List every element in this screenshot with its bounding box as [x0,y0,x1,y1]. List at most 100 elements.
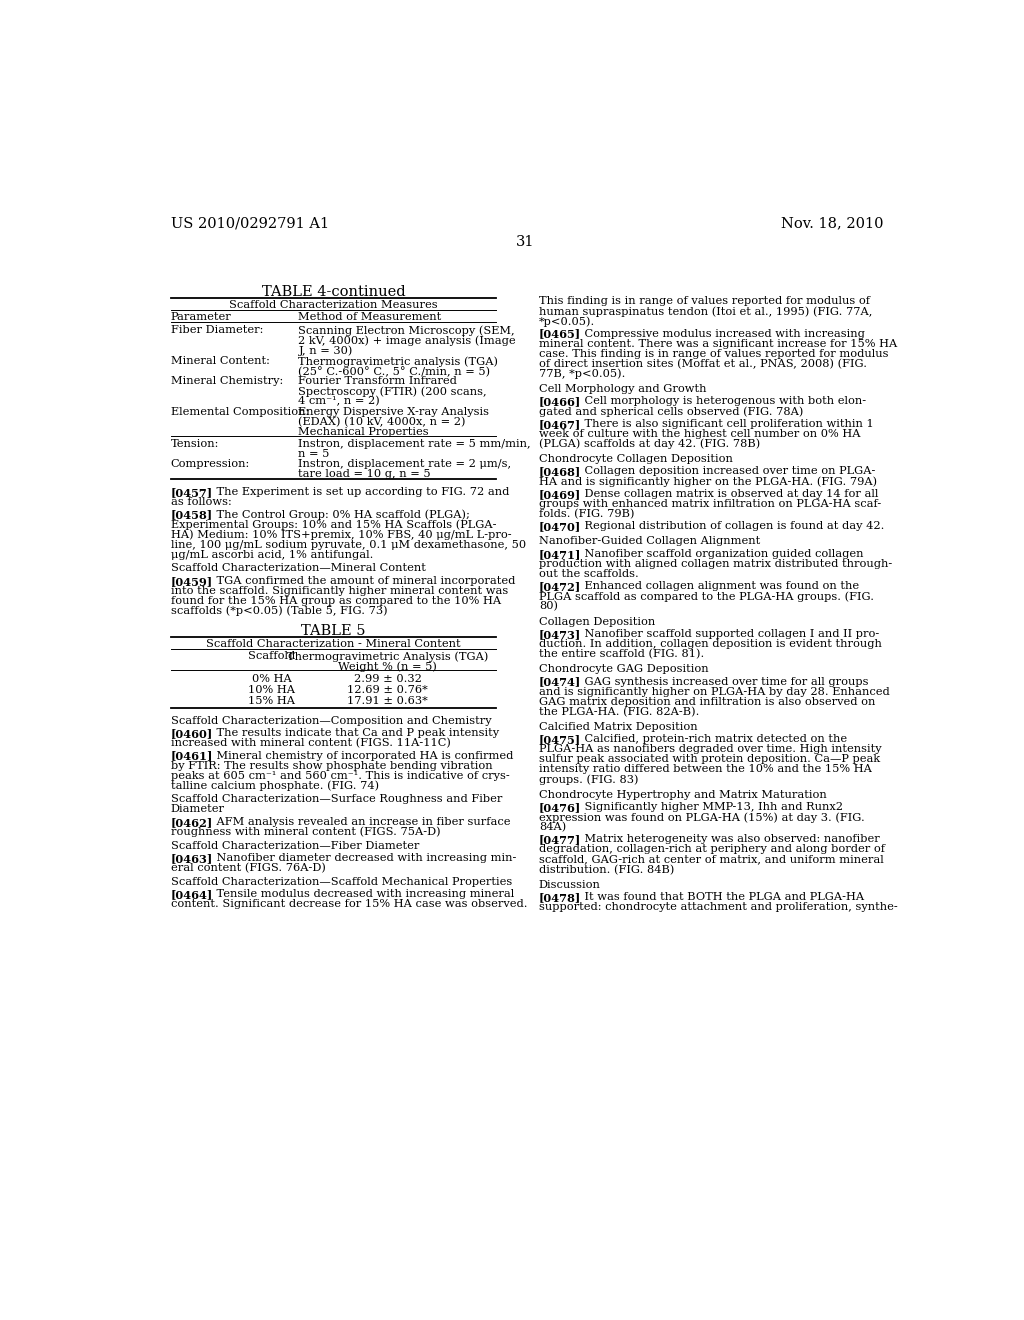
Text: the PLGA-HA. (FIG. 82A-B).: the PLGA-HA. (FIG. 82A-B). [539,706,699,717]
Text: Scaffold Characterization Measures: Scaffold Characterization Measures [229,300,437,310]
Text: TGA confirmed the amount of mineral incorporated: TGA confirmed the amount of mineral inco… [202,576,515,586]
Text: into the scaffold. Significantly higher mineral content was: into the scaffold. Significantly higher … [171,586,508,595]
Text: Parameter: Parameter [171,313,231,322]
Text: Scanning Electron Microscopy (SEM,: Scanning Electron Microscopy (SEM, [299,326,515,337]
Text: Compression:: Compression: [171,459,250,470]
Text: Energy Dispersive X-ray Analysis: Energy Dispersive X-ray Analysis [299,407,489,417]
Text: Scaffold: Scaffold [248,651,295,661]
Text: [0457]: [0457] [171,487,213,498]
Text: The Experiment is set up according to FIG. 72 and: The Experiment is set up according to FI… [202,487,509,498]
Text: [0466]: [0466] [539,396,581,408]
Text: duction. In addition, collagen deposition is evident through: duction. In addition, collagen depositio… [539,639,882,649]
Text: Elemental Composition:: Elemental Composition: [171,407,309,417]
Text: Instron, displacement rate = 2 μm/s,: Instron, displacement rate = 2 μm/s, [299,459,512,470]
Text: Scaffold Characterization—Scaffold Mechanical Properties: Scaffold Characterization—Scaffold Mecha… [171,876,512,887]
Text: talline calcium phosphate. (FIG. 74): talline calcium phosphate. (FIG. 74) [171,780,379,791]
Text: Experimental Groups: 10% and 15% HA Scaffols (PLGA-: Experimental Groups: 10% and 15% HA Scaf… [171,520,496,531]
Text: found for the 15% HA group as compared to the 10% HA: found for the 15% HA group as compared t… [171,595,501,606]
Text: roughness with mineral content (FIGS. 75A-D): roughness with mineral content (FIGS. 75… [171,826,440,837]
Text: Enhanced collagen alignment was found on the: Enhanced collagen alignment was found on… [569,581,859,591]
Text: distribution. (FIG. 84B): distribution. (FIG. 84B) [539,865,674,875]
Text: intensity ratio differed between the 10% and the 15% HA: intensity ratio differed between the 10%… [539,764,871,775]
Text: content. Significant decrease for 15% HA case was observed.: content. Significant decrease for 15% HA… [171,899,527,909]
Text: Tension:: Tension: [171,440,219,449]
Text: Scaffold Characterization—Surface Roughness and Fiber: Scaffold Characterization—Surface Roughn… [171,795,502,804]
Text: Mineral Chemistry:: Mineral Chemistry: [171,376,283,387]
Text: gated and spherical cells observed (FIG. 78A): gated and spherical cells observed (FIG.… [539,407,803,417]
Text: eral content (FIGS. 76A-D): eral content (FIGS. 76A-D) [171,863,326,874]
Text: Tensile modulus decreased with increasing mineral: Tensile modulus decreased with increasin… [202,890,514,899]
Text: [0478]: [0478] [539,892,581,903]
Text: PLGA-HA as nanofibers degraded over time. High intensity: PLGA-HA as nanofibers degraded over time… [539,744,882,754]
Text: supported: chondrocyte attachment and proliferation, synthe-: supported: chondrocyte attachment and pr… [539,903,897,912]
Text: Scaffold Characterization - Mineral Content: Scaffold Characterization - Mineral Cont… [206,639,461,649]
Text: 2 kV, 4000x) + image analysis (Image: 2 kV, 4000x) + image analysis (Image [299,335,516,346]
Text: 77B, *p<0.05).: 77B, *p<0.05). [539,368,625,379]
Text: 17.91 ± 0.63*: 17.91 ± 0.63* [347,696,428,706]
Text: Nanofiber-Guided Collagen Alignment: Nanofiber-Guided Collagen Alignment [539,536,760,546]
Text: line, 100 μg/mL sodium pyruvate, 0.1 μM dexamethasone, 50: line, 100 μg/mL sodium pyruvate, 0.1 μM … [171,540,525,549]
Text: and is significantly higher on PLGA-HA by day 28. Enhanced: and is significantly higher on PLGA-HA b… [539,686,890,697]
Text: Mechanical Properties: Mechanical Properties [299,428,429,437]
Text: 2.99 ± 0.32: 2.99 ± 0.32 [353,675,422,684]
Text: [0469]: [0469] [539,488,581,500]
Text: tare load = 10 g, n = 5: tare load = 10 g, n = 5 [299,470,431,479]
Text: Collagen Deposition: Collagen Deposition [539,616,655,627]
Text: Calcified Matrix Deposition: Calcified Matrix Deposition [539,722,697,733]
Text: TABLE 5: TABLE 5 [301,624,366,639]
Text: TABLE 4-continued: TABLE 4-continued [261,285,406,300]
Text: Chondrocyte Hypertrophy and Matrix Maturation: Chondrocyte Hypertrophy and Matrix Matur… [539,789,826,800]
Text: n = 5: n = 5 [299,449,330,459]
Text: the entire scaffold (FIG. 81).: the entire scaffold (FIG. 81). [539,649,705,659]
Text: [0459]: [0459] [171,576,213,586]
Text: Compressive modulus increased with increasing: Compressive modulus increased with incre… [569,329,864,338]
Text: Matrix heterogeneity was also observed: nanofiber: Matrix heterogeneity was also observed: … [569,834,880,845]
Text: PLGA scaffold as compared to the PLGA-HA groups. (FIG.: PLGA scaffold as compared to the PLGA-HA… [539,591,873,602]
Text: [0464]: [0464] [171,890,213,900]
Text: AFM analysis revealed an increase in fiber surface: AFM analysis revealed an increase in fib… [202,817,510,826]
Text: groups with enhanced matrix infiltration on PLGA-HA scaf-: groups with enhanced matrix infiltration… [539,499,881,508]
Text: mineral content. There was a significant increase for 15% HA: mineral content. There was a significant… [539,339,897,348]
Text: US 2010/0292791 A1: US 2010/0292791 A1 [171,216,329,230]
Text: There is also significant cell proliferation within 1: There is also significant cell prolifera… [569,418,873,429]
Text: 12.69 ± 0.76*: 12.69 ± 0.76* [347,685,428,696]
Text: peaks at 605 cm⁻¹ and 560 cm⁻¹. This is indicative of crys-: peaks at 605 cm⁻¹ and 560 cm⁻¹. This is … [171,771,509,780]
Text: (PLGA) scaffolds at day 42. (FIG. 78B): (PLGA) scaffolds at day 42. (FIG. 78B) [539,438,760,449]
Text: [0458]: [0458] [171,510,213,520]
Text: Scaffold Characterization—Composition and Chemistry: Scaffold Characterization—Composition an… [171,715,492,726]
Text: Spectroscopy (FTIR) (200 scans,: Spectroscopy (FTIR) (200 scans, [299,387,487,397]
Text: It was found that BOTH the PLGA and PLGA-HA: It was found that BOTH the PLGA and PLGA… [569,892,864,902]
Text: μg/mL ascorbi acid, 1% antifungal.: μg/mL ascorbi acid, 1% antifungal. [171,549,373,560]
Text: [0461]: [0461] [171,751,213,762]
Text: out the scaffolds.: out the scaffolds. [539,569,639,578]
Text: This finding is in range of values reported for modulus of: This finding is in range of values repor… [539,296,869,306]
Text: Significantly higher MMP-13, Ihh and Runx2: Significantly higher MMP-13, Ihh and Run… [569,803,843,812]
Text: GAG synthesis increased over time for all groups: GAG synthesis increased over time for al… [569,677,868,686]
Text: Nanofiber diameter decreased with increasing min-: Nanofiber diameter decreased with increa… [202,853,516,863]
Text: increased with mineral content (FIGS. 11A-11C): increased with mineral content (FIGS. 11… [171,738,451,748]
Text: Mineral chemistry of incorporated HA is confirmed: Mineral chemistry of incorporated HA is … [202,751,513,760]
Text: 15% HA: 15% HA [248,696,295,706]
Text: scaffolds (*p<0.05) (Table 5, FIG. 73): scaffolds (*p<0.05) (Table 5, FIG. 73) [171,606,387,616]
Text: [0472]: [0472] [539,581,581,593]
Text: folds. (FIG. 79B): folds. (FIG. 79B) [539,508,634,519]
Text: [0460]: [0460] [171,729,213,739]
Text: 84A): 84A) [539,822,566,833]
Text: [0465]: [0465] [539,329,581,339]
Text: Scaffold Characterization—Mineral Content: Scaffold Characterization—Mineral Conten… [171,564,426,573]
Text: Instron, displacement rate = 5 mm/min,: Instron, displacement rate = 5 mm/min, [299,440,531,449]
Text: (EDAX) (10 kV, 4000x, n = 2): (EDAX) (10 kV, 4000x, n = 2) [299,417,466,428]
Text: 80): 80) [539,601,558,611]
Text: The Control Group: 0% HA scaffold (PLGA);: The Control Group: 0% HA scaffold (PLGA)… [202,510,469,520]
Text: HA and is significantly higher on the PLGA-HA. (FIG. 79A): HA and is significantly higher on the PL… [539,477,877,487]
Text: expression was found on PLGA-HA (15%) at day 3. (FIG.: expression was found on PLGA-HA (15%) at… [539,812,864,822]
Text: week of culture with the highest cell number on 0% HA: week of culture with the highest cell nu… [539,429,860,438]
Text: Collagen deposition increased over time on PLGA-: Collagen deposition increased over time … [569,466,876,477]
Text: 0% HA: 0% HA [252,675,291,684]
Text: of direct insertion sites (Moffat et al., PNAS, 2008) (FIG.: of direct insertion sites (Moffat et al.… [539,359,866,370]
Text: scaffold, GAG-rich at center of matrix, and uniform mineral: scaffold, GAG-rich at center of matrix, … [539,854,884,865]
Text: [0477]: [0477] [539,834,581,846]
Text: [0467]: [0467] [539,418,581,430]
Text: HA) Medium: 10% ITS+premix, 10% FBS, 40 μg/mL L-pro-: HA) Medium: 10% ITS+premix, 10% FBS, 40 … [171,529,511,540]
Text: Chondrocyte GAG Deposition: Chondrocyte GAG Deposition [539,664,709,675]
